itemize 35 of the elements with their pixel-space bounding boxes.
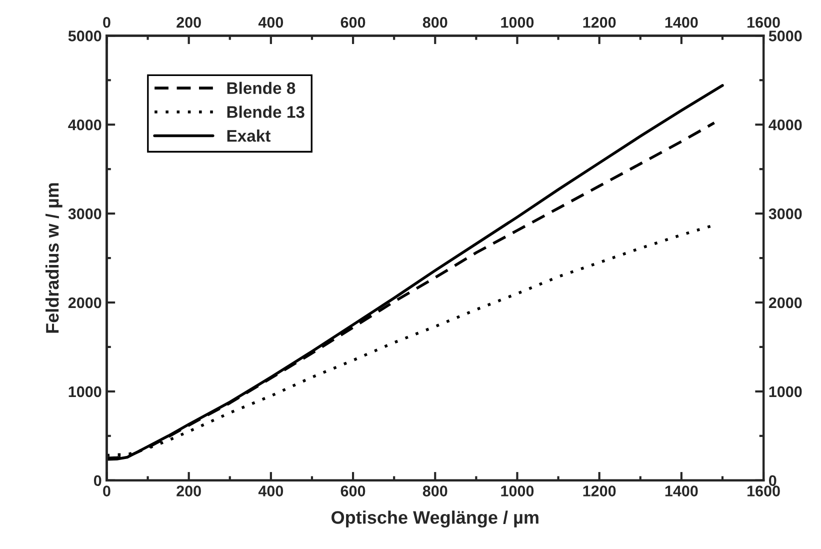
x2-tick-label: 1600 xyxy=(748,16,780,28)
y2-tick-label: 1000 xyxy=(769,386,802,398)
y2-tick-label: 3000 xyxy=(768,208,802,220)
legend-label: Blende 13 xyxy=(227,106,304,118)
x2-tick-label: 800 xyxy=(422,16,448,28)
y2-tick-label: 4000 xyxy=(768,119,802,130)
y-tick-label: 4000 xyxy=(68,119,102,130)
x-tick-label: 1000 xyxy=(501,486,534,496)
y-tick-label: 5000 xyxy=(68,30,102,42)
y-tick-label: 2000 xyxy=(68,297,102,308)
x2-tick-label: 1000 xyxy=(501,16,534,28)
x-axis-title: Optische Weglänge / µm xyxy=(332,510,538,528)
x2-tick-label: 0 xyxy=(103,16,110,28)
y2-tick-label: 5000 xyxy=(768,30,802,42)
x-tick-label: 600 xyxy=(340,486,366,496)
x-tick-label: 1400 xyxy=(665,486,698,496)
x2-tick-label: 1200 xyxy=(583,16,616,28)
y-tick-label: 1000 xyxy=(68,386,102,398)
x-tick-label: 800 xyxy=(422,486,448,496)
y-axis-title: Feldradius w / µm xyxy=(45,183,62,333)
y-tick-label: 3000 xyxy=(68,208,102,220)
x-tick-label: 200 xyxy=(176,486,201,496)
x2-tick-label: 200 xyxy=(176,16,201,28)
x2-tick-label: 400 xyxy=(258,16,284,28)
x-tick-label: 0 xyxy=(103,486,110,496)
x-tick-label: 1200 xyxy=(583,486,616,496)
y-tick-label: 0 xyxy=(94,475,102,486)
legend-label: Exakt xyxy=(227,130,271,142)
y2-tick-label: 0 xyxy=(768,475,776,486)
x2-tick-label: 1400 xyxy=(665,16,698,28)
x2-tick-label: 600 xyxy=(340,16,366,28)
x-tick-label: 400 xyxy=(258,486,284,496)
legend-label: Blende 8 xyxy=(227,82,296,94)
y2-tick-label: 2000 xyxy=(768,297,802,308)
x-tick-label: 1600 xyxy=(748,486,780,496)
